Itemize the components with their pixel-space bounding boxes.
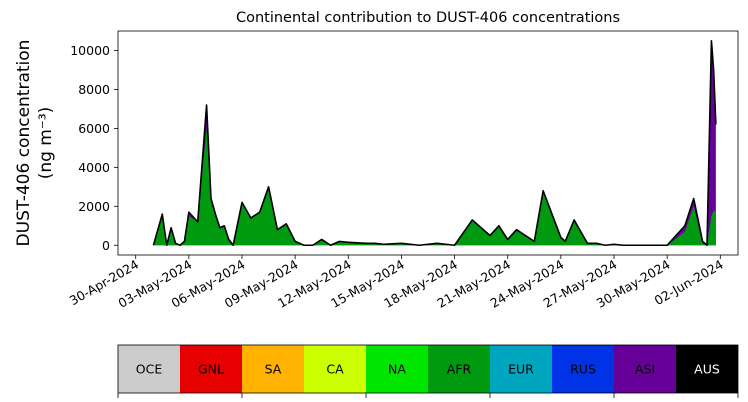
- legend-swatch: [614, 345, 676, 393]
- legend-swatch: [242, 345, 304, 393]
- plot-area: 020004000600080001000030-Apr-202403-May-…: [67, 30, 739, 311]
- legend-label: CA: [326, 362, 344, 377]
- area-afr: [153, 128, 716, 246]
- legend-label: NA: [388, 362, 406, 377]
- legend-swatch: [676, 345, 738, 393]
- y-tick-label: 4000: [78, 160, 110, 175]
- y-tick-label: 2000: [78, 199, 110, 214]
- area-asi: [153, 40, 716, 246]
- legend-label: RUS: [570, 362, 596, 377]
- total-line: [152, 39, 717, 247]
- legend-swatch: [490, 345, 552, 393]
- y-tick-label: 0: [102, 238, 110, 253]
- legend-label: AFR: [447, 362, 472, 377]
- legend-label: SA: [265, 362, 282, 377]
- legend-swatch: [552, 345, 614, 393]
- y-tick-label: 8000: [78, 82, 110, 97]
- y-tick-label: 6000: [78, 121, 110, 136]
- y-tick-label: 10000: [70, 43, 110, 58]
- legend-label: GNL: [198, 362, 224, 377]
- legend-label: EUR: [508, 362, 534, 377]
- legend-swatch: [304, 345, 366, 393]
- y-axis-label: DUST-406 concentration (ng m⁻³): [14, 40, 56, 247]
- y-axis-label-line1: DUST-406 concentration: [14, 40, 34, 247]
- legend-label: ASI: [635, 362, 655, 377]
- legend-swatch: [428, 345, 490, 393]
- legend-swatch: [118, 345, 180, 393]
- legend-colorbar: OCE GNL SA CA NA AFR EUR RUS ASI AUS: [117, 344, 739, 398]
- chart-title: Continental contribution to DUST-406 con…: [236, 10, 620, 26]
- legend-label: AUS: [694, 362, 720, 377]
- legend-swatch: [366, 345, 428, 393]
- legend-swatch: [180, 345, 242, 393]
- legend-label: OCE: [136, 362, 163, 377]
- y-axis-label-line2: (ng m⁻³): [36, 107, 56, 180]
- legend-frame: [117, 344, 739, 394]
- plot-frame: [117, 30, 739, 256]
